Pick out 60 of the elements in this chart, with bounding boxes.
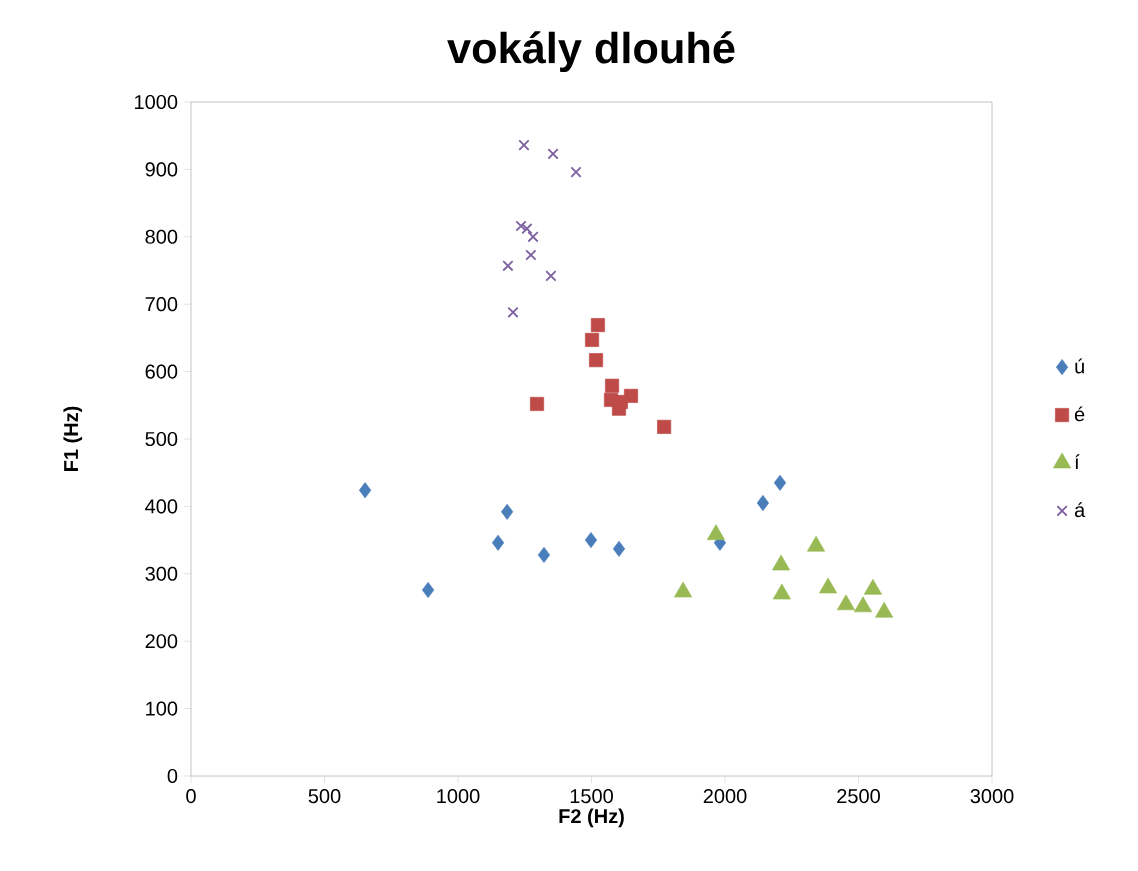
x-tick-label: 1500 bbox=[570, 789, 613, 804]
point bbox=[515, 220, 527, 232]
chart-title: vokály dlouhé bbox=[447, 31, 735, 73]
point bbox=[612, 540, 626, 557]
x-tick-label: 2500 bbox=[837, 789, 880, 804]
y-tick-label: 0 bbox=[167, 768, 178, 784]
point bbox=[545, 270, 557, 282]
point bbox=[772, 554, 791, 571]
point bbox=[359, 482, 372, 499]
point bbox=[756, 495, 769, 512]
point bbox=[863, 578, 882, 595]
legend-label: ú bbox=[1075, 358, 1084, 374]
y-tick-label: 900 bbox=[145, 162, 178, 177]
y-tick-label: 700 bbox=[145, 297, 178, 312]
point bbox=[570, 166, 582, 178]
point bbox=[422, 581, 435, 598]
point bbox=[773, 474, 787, 491]
x-tick-label: 1000 bbox=[437, 789, 480, 804]
x-tick-label: 3000 bbox=[970, 789, 1014, 804]
point bbox=[585, 332, 600, 347]
y-tick-label: 800 bbox=[145, 229, 178, 244]
y-tick-label: 300 bbox=[145, 566, 178, 581]
y-tick-label: 1000 bbox=[135, 94, 178, 110]
legend-label: í bbox=[1075, 454, 1080, 470]
point bbox=[807, 535, 826, 552]
point bbox=[589, 353, 604, 368]
legend-label: é bbox=[1074, 406, 1085, 422]
point bbox=[530, 396, 545, 411]
x-tick-label: 500 bbox=[308, 789, 341, 804]
x-axis-title: F2 (Hz) bbox=[559, 808, 624, 828]
y-tick-label: 100 bbox=[146, 701, 178, 716]
point bbox=[836, 594, 855, 611]
point bbox=[502, 260, 514, 272]
point bbox=[537, 546, 551, 563]
point bbox=[657, 419, 672, 434]
point bbox=[706, 524, 725, 541]
point bbox=[491, 534, 505, 551]
point bbox=[875, 601, 894, 618]
y-axis-title: F1 (Hz) bbox=[63, 406, 83, 471]
point bbox=[525, 249, 537, 261]
point bbox=[590, 318, 605, 333]
y-tick-label: 600 bbox=[145, 364, 178, 379]
point bbox=[854, 596, 873, 613]
y-tick-label: 400 bbox=[145, 499, 178, 514]
point bbox=[674, 581, 693, 598]
y-tick-label: 200 bbox=[145, 634, 178, 649]
legend-label: á bbox=[1074, 502, 1086, 518]
point bbox=[518, 139, 530, 151]
point bbox=[772, 583, 791, 600]
point bbox=[605, 378, 620, 393]
x-tick-label: 0 bbox=[186, 789, 196, 804]
point bbox=[521, 223, 533, 235]
point bbox=[501, 503, 514, 520]
y-tick-label: 500 bbox=[145, 431, 178, 447]
x-tick-label: 2000 bbox=[703, 789, 747, 804]
point bbox=[507, 306, 519, 318]
point bbox=[527, 231, 539, 243]
point bbox=[584, 532, 598, 549]
point bbox=[819, 577, 838, 594]
point bbox=[547, 148, 559, 160]
